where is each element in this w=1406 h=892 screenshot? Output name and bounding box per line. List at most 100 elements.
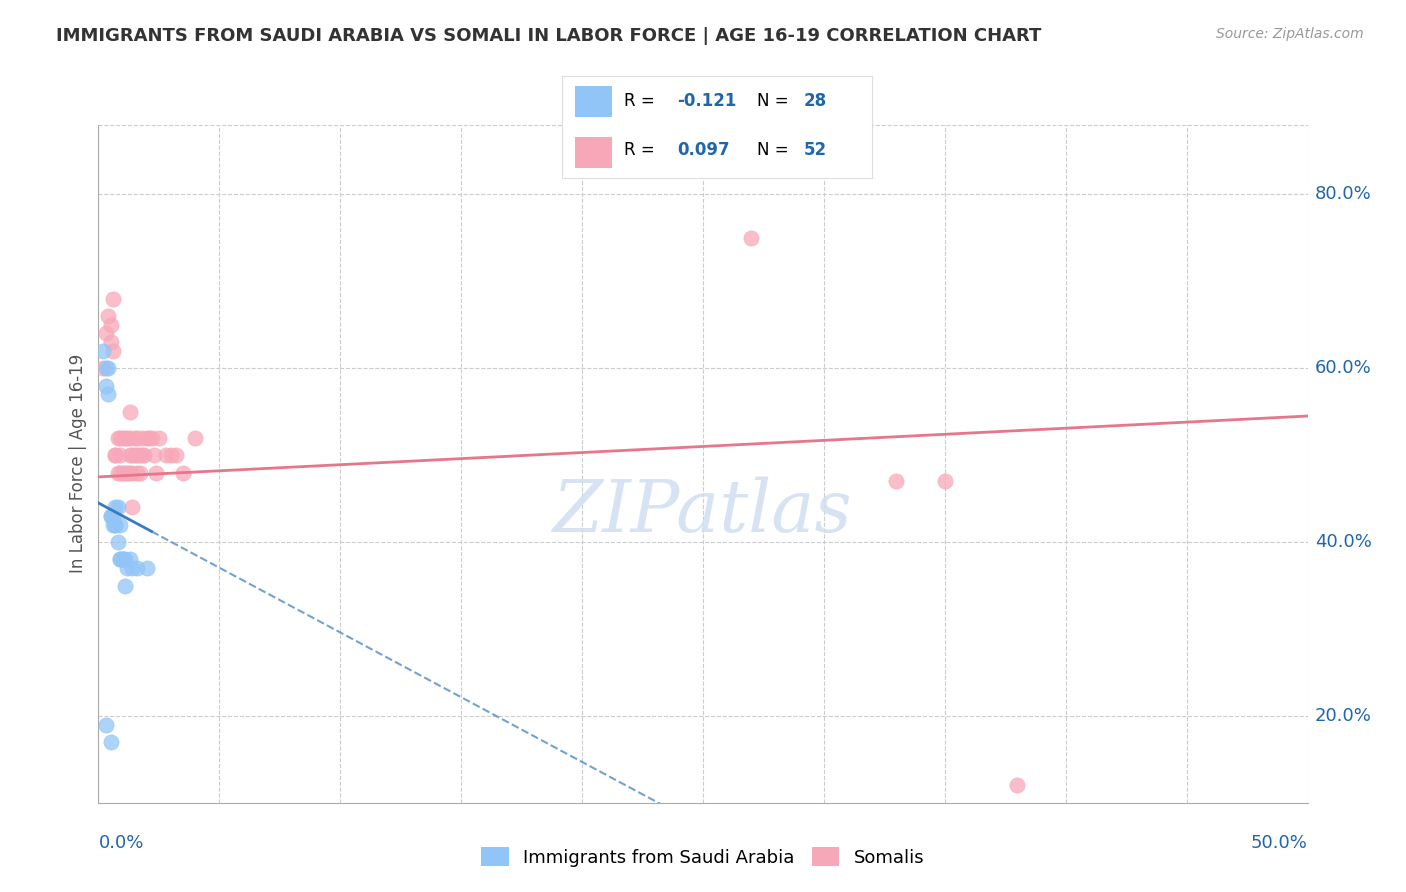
Point [124, 448, 146, 462]
Point [114, 552, 136, 566]
Point [121, 448, 143, 462]
Point [145, 466, 167, 480]
Point [165, 448, 187, 462]
Point [101, 508, 124, 523]
Point [184, 431, 207, 445]
Text: 20.0%: 20.0% [1315, 706, 1371, 725]
Point [128, 448, 150, 462]
Point [108, 517, 131, 532]
Point [155, 448, 177, 462]
Y-axis label: In Labor Force | Age 16-19: In Labor Force | Age 16-19 [69, 354, 87, 574]
Point [135, 561, 157, 575]
Point [135, 431, 157, 445]
Point [134, 448, 156, 462]
Point [108, 448, 131, 462]
Point [886, 474, 908, 488]
Bar [575, 137, 612, 168]
Text: 60.0%: 60.0% [1315, 359, 1371, 377]
Point [97, 387, 120, 401]
Point [934, 474, 956, 488]
Bar [575, 87, 612, 117]
Point [121, 466, 143, 480]
Point [111, 552, 134, 566]
Point [94, 717, 117, 731]
Point [124, 431, 146, 445]
Text: ZIPatlas: ZIPatlas [553, 476, 853, 547]
Text: 40.0%: 40.0% [1315, 533, 1371, 551]
Point [104, 517, 127, 532]
Point [94, 326, 117, 341]
Point [127, 448, 149, 462]
Point [131, 448, 153, 462]
Point [91, 343, 114, 358]
Point [101, 517, 124, 532]
Point [108, 552, 131, 566]
Text: 0.097: 0.097 [676, 141, 730, 159]
Text: 50.0%: 50.0% [1251, 834, 1308, 852]
Text: N =: N = [758, 93, 794, 111]
Point [148, 431, 170, 445]
Point [138, 431, 160, 445]
Point [117, 431, 139, 445]
Point [100, 735, 122, 749]
Text: R =: R = [624, 141, 661, 159]
Point [107, 466, 129, 480]
Point [128, 466, 150, 480]
Point [91, 361, 114, 376]
Text: N =: N = [758, 141, 794, 159]
Point [172, 466, 194, 480]
Point [111, 466, 134, 480]
Point [143, 448, 166, 462]
Point [127, 431, 149, 445]
Text: 80.0%: 80.0% [1315, 186, 1371, 203]
Point [107, 535, 129, 549]
Text: 52: 52 [804, 141, 827, 159]
Text: 28: 28 [804, 93, 827, 111]
Point [160, 448, 183, 462]
Point [127, 466, 149, 480]
Point [100, 508, 122, 523]
Point [94, 361, 117, 376]
Point [104, 500, 127, 515]
Point [94, 378, 117, 392]
Point [100, 508, 122, 523]
Point [1007, 779, 1029, 793]
Point [118, 448, 141, 462]
Point [107, 500, 129, 515]
Point [104, 448, 127, 462]
Point [111, 431, 134, 445]
Text: Source: ZipAtlas.com: Source: ZipAtlas.com [1216, 27, 1364, 41]
Point [107, 431, 129, 445]
Point [114, 466, 136, 480]
Point [108, 431, 131, 445]
Point [100, 335, 122, 350]
Point [118, 552, 141, 566]
Point [141, 431, 163, 445]
Point [114, 578, 136, 592]
Text: IMMIGRANTS FROM SAUDI ARABIA VS SOMALI IN LABOR FORCE | AGE 16-19 CORRELATION CH: IMMIGRANTS FROM SAUDI ARABIA VS SOMALI I… [56, 27, 1042, 45]
Point [101, 343, 124, 358]
Point [117, 466, 139, 480]
Point [131, 431, 153, 445]
Point [97, 361, 120, 376]
Legend: Immigrants from Saudi Arabia, Somalis: Immigrants from Saudi Arabia, Somalis [474, 840, 932, 874]
Point [104, 448, 127, 462]
Text: -0.121: -0.121 [676, 93, 737, 111]
Text: 0.0%: 0.0% [98, 834, 143, 852]
Point [127, 561, 149, 575]
Point [114, 431, 136, 445]
Point [108, 466, 131, 480]
Point [108, 552, 131, 566]
Point [111, 552, 134, 566]
Point [97, 309, 120, 323]
Point [121, 561, 143, 575]
Point [100, 318, 122, 332]
Point [121, 500, 143, 515]
Point [740, 231, 762, 245]
Point [104, 517, 127, 532]
Point [118, 405, 141, 419]
Point [118, 431, 141, 445]
Point [118, 466, 141, 480]
Text: R =: R = [624, 93, 661, 111]
Point [101, 292, 124, 306]
